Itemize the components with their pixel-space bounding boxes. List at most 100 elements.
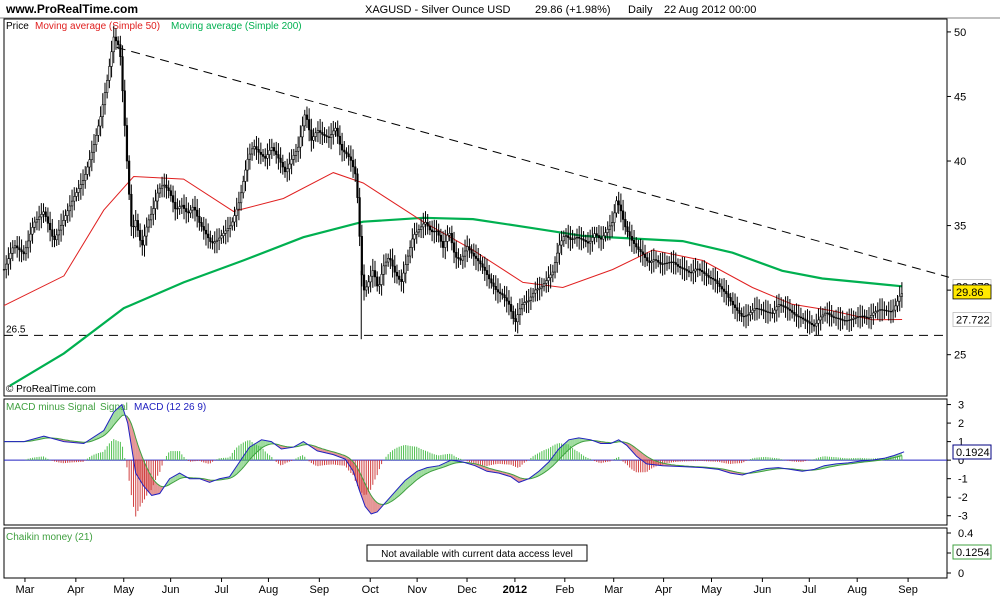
macd-y-tick-label: -2 — [958, 492, 968, 504]
price-candle-body — [626, 226, 629, 232]
price-candle-body — [870, 315, 873, 318]
price-candle-body — [57, 229, 60, 236]
price-candle-body — [362, 274, 366, 291]
price-candle-body — [600, 237, 603, 240]
price-candle-body — [119, 44, 122, 58]
price-candle-body — [88, 159, 91, 168]
price-candle-body — [898, 295, 901, 302]
price-candle-body — [452, 242, 456, 253]
site-name[interactable]: www.ProRealTime.com — [5, 2, 138, 16]
price-candle-body — [867, 317, 871, 319]
price-candle-body — [681, 267, 684, 269]
price-candle-body — [896, 300, 899, 307]
price-candle-body — [147, 219, 150, 228]
macd-fill-segment — [137, 444, 141, 481]
price-candle-body — [220, 235, 223, 239]
price-candle-body — [128, 160, 131, 195]
macd-fill-segment — [576, 437, 580, 444]
price-candle-body — [441, 241, 445, 248]
price-candle-body — [455, 251, 458, 258]
price-candle-body — [207, 233, 210, 239]
price-candle-body — [529, 296, 532, 301]
legend-macd-line: MACD (12 26 9) — [134, 402, 206, 413]
price-candle-body — [637, 246, 640, 250]
macd-fill-segment — [429, 466, 433, 472]
macd-fill-segment — [170, 476, 174, 484]
price-candle-body — [7, 258, 10, 265]
legend-sma50: Moving average (Simple 50) — [35, 21, 160, 32]
macd-fill-segment — [546, 462, 549, 472]
price-candle-body — [722, 288, 726, 292]
price-candle-body — [409, 247, 412, 257]
price-candle-body — [125, 125, 129, 162]
macd-fill-segment — [258, 440, 261, 451]
price-candle-body — [485, 270, 489, 275]
price-candle-body — [850, 319, 853, 321]
price-candle-body — [797, 315, 800, 318]
price-candle-body — [501, 293, 504, 296]
price-candle-body — [679, 266, 682, 268]
price-candle-body — [345, 151, 348, 155]
price-candle-body — [711, 277, 715, 280]
macd-fill-segment — [146, 467, 149, 493]
price-candle-body — [883, 309, 886, 311]
price-candle-body — [224, 230, 227, 234]
price-candle-body — [314, 132, 317, 137]
price-candle-body — [729, 297, 732, 302]
price-y-tick-label: 50 — [954, 27, 966, 39]
price-candle-body — [319, 130, 322, 133]
price-candle-body — [892, 309, 895, 313]
price-candle-body — [255, 146, 258, 150]
price-candle-body — [11, 247, 14, 254]
price-y-tick-label: 40 — [954, 156, 966, 168]
price-candle-body — [9, 252, 12, 259]
macd-fill-segment — [175, 474, 178, 482]
price-candle-body — [525, 301, 528, 303]
price-candle-body — [878, 309, 882, 311]
price-candle-body — [564, 235, 568, 237]
price-candle-body — [417, 229, 421, 233]
price-candle-body — [299, 136, 302, 148]
macd-fill-segment — [359, 472, 362, 498]
price-candle-body — [132, 225, 135, 228]
price-candle-body — [463, 250, 467, 257]
macd-fill-segment — [129, 418, 132, 446]
price-candle-body — [685, 269, 688, 272]
price-candle-body — [488, 274, 491, 280]
price-candle-body — [736, 307, 739, 311]
price-candle-body — [758, 308, 761, 310]
macd-y-tick-label: 1 — [958, 437, 964, 449]
price-candle-body — [859, 316, 862, 318]
price-candle-body — [624, 219, 627, 228]
price-candle-body — [248, 153, 251, 160]
price-candle-body — [769, 312, 772, 314]
price-candle-body — [354, 166, 357, 175]
macd-y-tick-label: 3 — [958, 400, 964, 412]
price-candle-body — [404, 264, 407, 274]
price-candle-body — [398, 275, 401, 280]
macd-y-tick-label: -3 — [958, 511, 968, 523]
macd-fill-segment — [148, 471, 152, 495]
price-candle-body — [55, 234, 58, 241]
price-candle-body — [549, 274, 552, 279]
price-candle-body — [567, 235, 570, 238]
price-candle-body — [709, 277, 713, 279]
price-candle-body — [802, 317, 805, 320]
x-tick-label: Aug — [847, 584, 867, 596]
macd-fill-segment — [647, 456, 650, 465]
price-candle-body — [591, 237, 594, 242]
price-candle-body — [323, 134, 326, 137]
price-candle-body — [380, 274, 383, 285]
macd-fill-segment — [120, 405, 123, 418]
price-candle-body — [615, 200, 618, 214]
price-candle-body — [92, 144, 96, 153]
macd-fill-segment — [645, 455, 648, 464]
price-candle-body — [496, 289, 500, 293]
price-candle-body — [106, 80, 109, 93]
price-candle-body — [468, 246, 471, 251]
macd-fill-segment — [372, 497, 376, 514]
price-candle-body — [830, 314, 833, 318]
price-candle-body — [343, 149, 346, 153]
price-label-value: 29.86 — [956, 287, 984, 299]
macd-fill-segment — [115, 407, 119, 423]
